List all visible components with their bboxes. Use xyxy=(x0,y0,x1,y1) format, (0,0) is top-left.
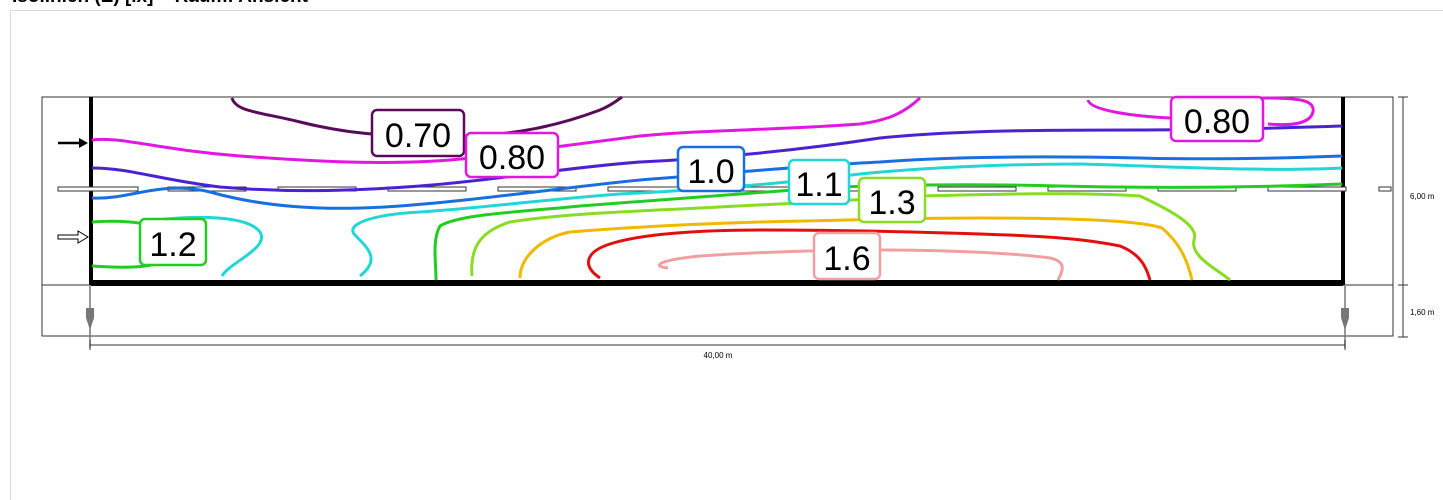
drawing-frame xyxy=(10,10,1443,500)
contour-label-0.80-right: 0.80 xyxy=(1169,95,1265,143)
base-height-label: 1,60 m xyxy=(1410,308,1435,317)
contour-label-1.2: 1.2 xyxy=(138,217,208,267)
page-title: Isolinien (E) [lx] – Raum: Ansicht xyxy=(12,0,308,8)
svg-text:1.0: 1.0 xyxy=(687,153,734,191)
arrow-outline-icon xyxy=(57,230,89,244)
contour-label-1.6: 1.6 xyxy=(812,231,882,281)
width-dimension-line xyxy=(89,340,1346,350)
contour-label-1.0: 1.0 xyxy=(676,145,746,193)
contour-label-0.70: 0.70 xyxy=(370,108,466,158)
width-dimension-label: 40,00 m xyxy=(704,351,733,360)
svg-text:0.80: 0.80 xyxy=(1184,103,1250,141)
room-section-diagram: 0.70 0.80 0.80 1.0 1.1 1.3 1.2 1.6 xyxy=(41,95,1435,360)
svg-text:1.3: 1.3 xyxy=(868,184,915,222)
contour-0.80-right xyxy=(1086,96,1315,127)
room-height-label: 6,00 m xyxy=(1410,192,1435,201)
svg-text:1.6: 1.6 xyxy=(823,240,870,278)
base-outline xyxy=(41,284,1394,337)
support-left-icon xyxy=(86,286,94,348)
svg-text:1.2: 1.2 xyxy=(149,226,196,264)
support-right-icon xyxy=(1341,286,1349,348)
arrow-solid-icon xyxy=(58,138,88,148)
contour-label-1.1: 1.1 xyxy=(787,158,851,206)
height-dimension-line xyxy=(1398,96,1408,338)
contour-1.5 xyxy=(587,228,1152,281)
contour-label-1.3: 1.3 xyxy=(857,176,927,224)
contour-1.0 xyxy=(91,154,1343,210)
svg-text:0.80: 0.80 xyxy=(479,139,545,177)
svg-text:1.1: 1.1 xyxy=(795,166,842,204)
svg-text:0.70: 0.70 xyxy=(385,117,451,155)
contour-0.90 xyxy=(91,124,1343,193)
contour-label-0.80: 0.80 xyxy=(464,131,560,179)
